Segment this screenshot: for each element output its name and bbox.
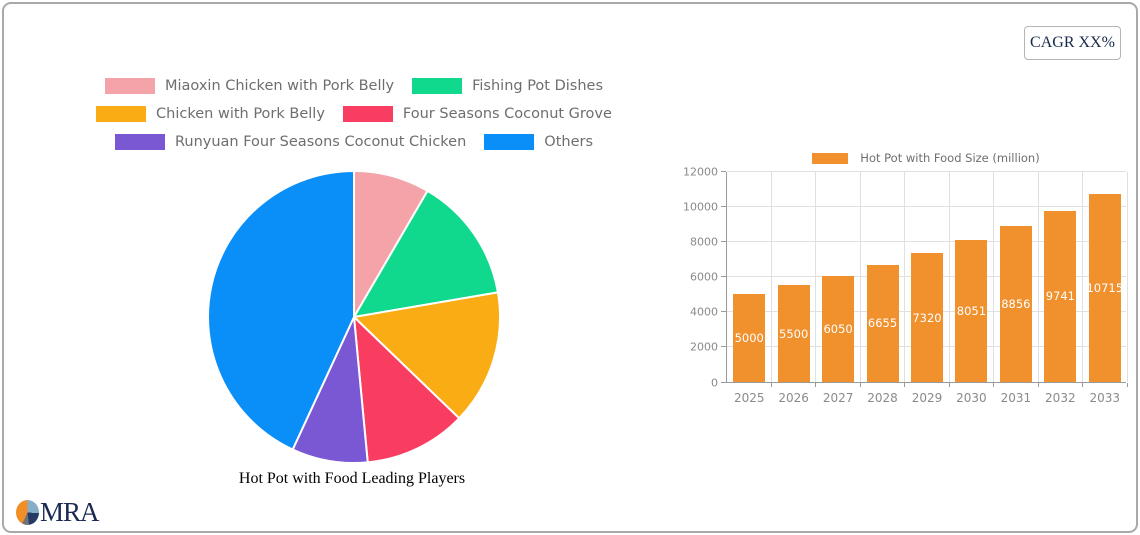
bar-value-label: 10715 <box>1086 280 1124 295</box>
legend-label: Chicken with Pork Belly <box>156 106 325 122</box>
legend-swatch <box>96 106 147 122</box>
y-axis-label: 8000 <box>690 235 718 249</box>
v-gridline <box>770 172 772 382</box>
y-axis-tick <box>721 170 726 172</box>
bar-value-label: 6655 <box>867 316 898 331</box>
bar-chart-legend[interactable]: Hot Pot with Food Size (million) <box>726 151 1126 165</box>
bar-legend-label: Hot Pot with Food Size (million) <box>860 151 1040 165</box>
pie-legend-item[interactable]: Miaoxin Chicken with Pork Belly <box>104 78 395 94</box>
x-axis-tick <box>948 383 950 387</box>
bar-2030: 8051 <box>955 240 988 382</box>
x-axis-label: 2028 <box>867 391 898 405</box>
bar-value-label: 5000 <box>734 331 764 346</box>
bar-2027: 6050 <box>822 275 855 382</box>
x-axis-label: 2033 <box>1089 391 1121 405</box>
v-gridline <box>904 172 906 382</box>
h-gridline <box>727 205 1126 207</box>
legend-label: Miaoxin Chicken with Pork Belly <box>164 78 395 94</box>
pie-legend-item[interactable]: Four Seasons Coconut Grove <box>342 106 612 122</box>
x-axis-label: 2025 <box>733 391 765 405</box>
logo-text: MRA <box>40 497 100 527</box>
bar-value-label: 5500 <box>779 326 809 341</box>
legend-label: Others <box>544 134 594 150</box>
pie-legend-item[interactable]: Chicken with Pork Belly <box>96 106 325 122</box>
y-axis-tick <box>721 311 726 313</box>
v-gridline <box>1082 172 1084 382</box>
y-axis-tick <box>721 381 726 383</box>
legend-label: Fishing Pot Dishes <box>472 78 604 94</box>
legend-swatch <box>412 78 463 94</box>
legend-swatch <box>342 106 393 122</box>
bar-2028: 6655 <box>866 264 899 382</box>
cagr-button[interactable]: CAGR XX% <box>1024 26 1121 60</box>
v-gridline <box>815 172 817 382</box>
bar-chart-plot-area: 0 2000 4000 6000 8000 10000 12000 5000 2025 5500 2… <box>683 165 1128 405</box>
pie-legend-row: Runyuan Four Seasons Coconut Chicken Othe… <box>114 134 593 150</box>
pie-legend-item[interactable]: Runyuan Four Seasons Coconut Chicken <box>114 134 467 150</box>
pie-legend-item[interactable]: Fishing Pot Dishes <box>412 78 603 94</box>
x-axis-tick <box>904 383 906 387</box>
x-axis-label: 2032 <box>1045 391 1076 405</box>
legend-swatch <box>114 134 165 150</box>
y-axis-label: 2000 <box>690 340 718 354</box>
bar-value-label: 9741 <box>1045 289 1075 304</box>
x-axis-tick <box>770 383 772 387</box>
bar-value-label: 8856 <box>1001 297 1031 312</box>
x-axis-label: 2026 <box>778 391 809 405</box>
x-axis-tick <box>1126 383 1128 387</box>
x-axis-tick <box>1082 383 1084 387</box>
v-gridline <box>1037 172 1039 382</box>
y-axis-tick <box>721 276 726 277</box>
pie-slice <box>207 169 355 451</box>
bar-2032: 9741 <box>1044 210 1077 382</box>
y-axis-label: 12000 <box>683 165 718 178</box>
y-axis-tick <box>721 346 726 348</box>
bar-2033: 10715 <box>1086 193 1124 382</box>
x-axis-tick <box>993 383 995 387</box>
bar-legend-swatch <box>812 152 849 164</box>
h-gridline <box>727 170 1126 172</box>
x-axis-tick <box>1037 383 1039 387</box>
pie-chart <box>207 169 501 464</box>
bar-2025: 5000 <box>733 294 766 382</box>
bar-value-label: 7320 <box>912 310 942 325</box>
y-axis-label: 6000 <box>690 270 718 284</box>
pie-legend-row: Chicken with Pork Belly Four Seasons Coco… <box>96 106 612 122</box>
y-axis-label: 0 <box>711 376 718 389</box>
v-gridline <box>993 172 995 382</box>
v-gridline <box>1126 172 1128 382</box>
pie-legend: Miaoxin Chicken with Pork Belly Fishing P… <box>44 78 664 150</box>
y-axis-tick <box>721 205 726 207</box>
pie-legend-row: Miaoxin Chicken with Pork Belly Fishing P… <box>104 78 603 94</box>
x-axis-label: 2027 <box>822 391 854 405</box>
y-axis-label: 4000 <box>690 305 718 319</box>
h-gridline <box>727 240 1126 242</box>
pie-slice <box>352 314 461 464</box>
y-axis-tick <box>721 240 726 242</box>
x-axis-tick <box>815 383 817 387</box>
pie-slice <box>351 291 501 420</box>
legend-label: Four Seasons Coconut Grove <box>402 106 612 122</box>
mra-logo: MRA <box>16 497 100 527</box>
bar-value-label: 6050 <box>823 321 853 336</box>
pie-chart-title: Hot Pot with Food Leading Players <box>238 470 466 487</box>
legend-label: Runyuan Four Seasons Coconut Chicken <box>174 134 467 150</box>
legend-swatch <box>484 134 535 150</box>
bar-value-label: 8051 <box>956 304 987 319</box>
v-gridline <box>859 172 861 382</box>
bar-2026: 5500 <box>777 285 810 382</box>
x-axis-label: 2030 <box>956 391 987 405</box>
pie-slice <box>352 189 500 319</box>
x-axis-tick <box>859 383 861 387</box>
legend-swatch <box>104 78 155 94</box>
pie-chart-logo-icon <box>16 500 39 525</box>
y-axis-label: 10000 <box>683 200 718 214</box>
v-gridline <box>948 172 950 382</box>
bar-2029: 7320 <box>911 253 943 382</box>
bar-2031: 8856 <box>999 226 1032 382</box>
pie-legend-item[interactable]: Others <box>484 134 593 150</box>
x-axis-label: 2031 <box>1000 391 1032 405</box>
x-axis-label: 2029 <box>911 391 943 405</box>
